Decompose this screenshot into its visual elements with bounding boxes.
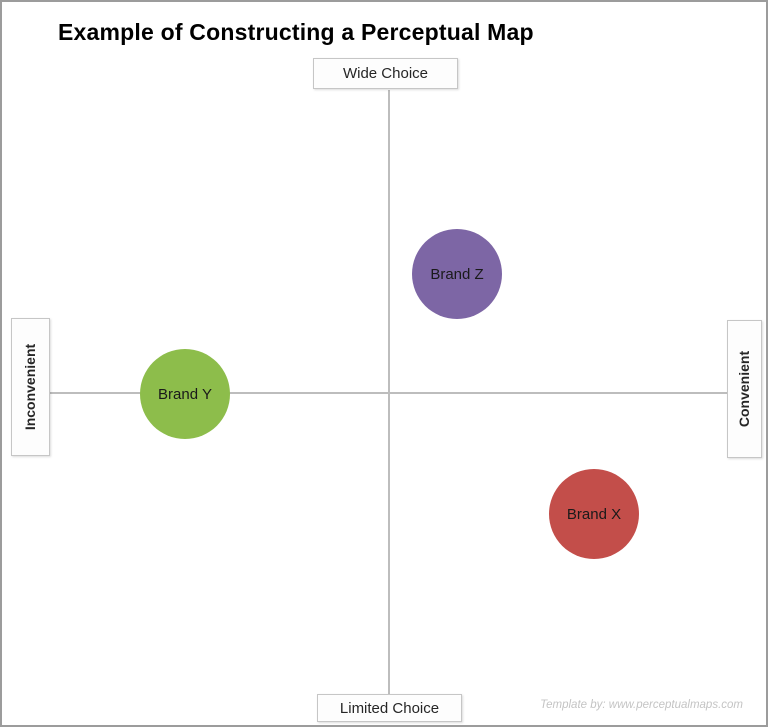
bubble-brand-x[interactable]: Brand X: [549, 469, 639, 559]
horizontal-axis-line: [50, 392, 727, 394]
axis-label-limited-choice[interactable]: Limited Choice: [317, 694, 462, 722]
axis-label-convenient-text: Convenient: [736, 350, 753, 428]
axis-label-wide-choice-text: Wide Choice: [342, 65, 429, 82]
bubble-label: Brand Y: [158, 385, 212, 403]
page-title: Example of Constructing a Perceptual Map: [58, 19, 534, 45]
watermark: Template by: www.perceptualmaps.com: [540, 699, 743, 711]
bubble-brand-y[interactable]: Brand Y: [140, 349, 230, 439]
bubble-label: Brand X: [566, 505, 622, 523]
axis-label-inconvenient-text: Inconvenient: [22, 343, 39, 431]
bubble-brand-z[interactable]: Brand Z: [412, 229, 502, 319]
axis-label-inconvenient[interactable]: Inconvenient: [11, 318, 50, 456]
axis-label-convenient[interactable]: Convenient: [727, 320, 762, 458]
bubble-label: Brand Z: [430, 265, 484, 283]
axis-label-limited-choice-text: Limited Choice: [339, 699, 440, 717]
axis-label-wide-choice[interactable]: Wide Choice: [313, 58, 458, 89]
